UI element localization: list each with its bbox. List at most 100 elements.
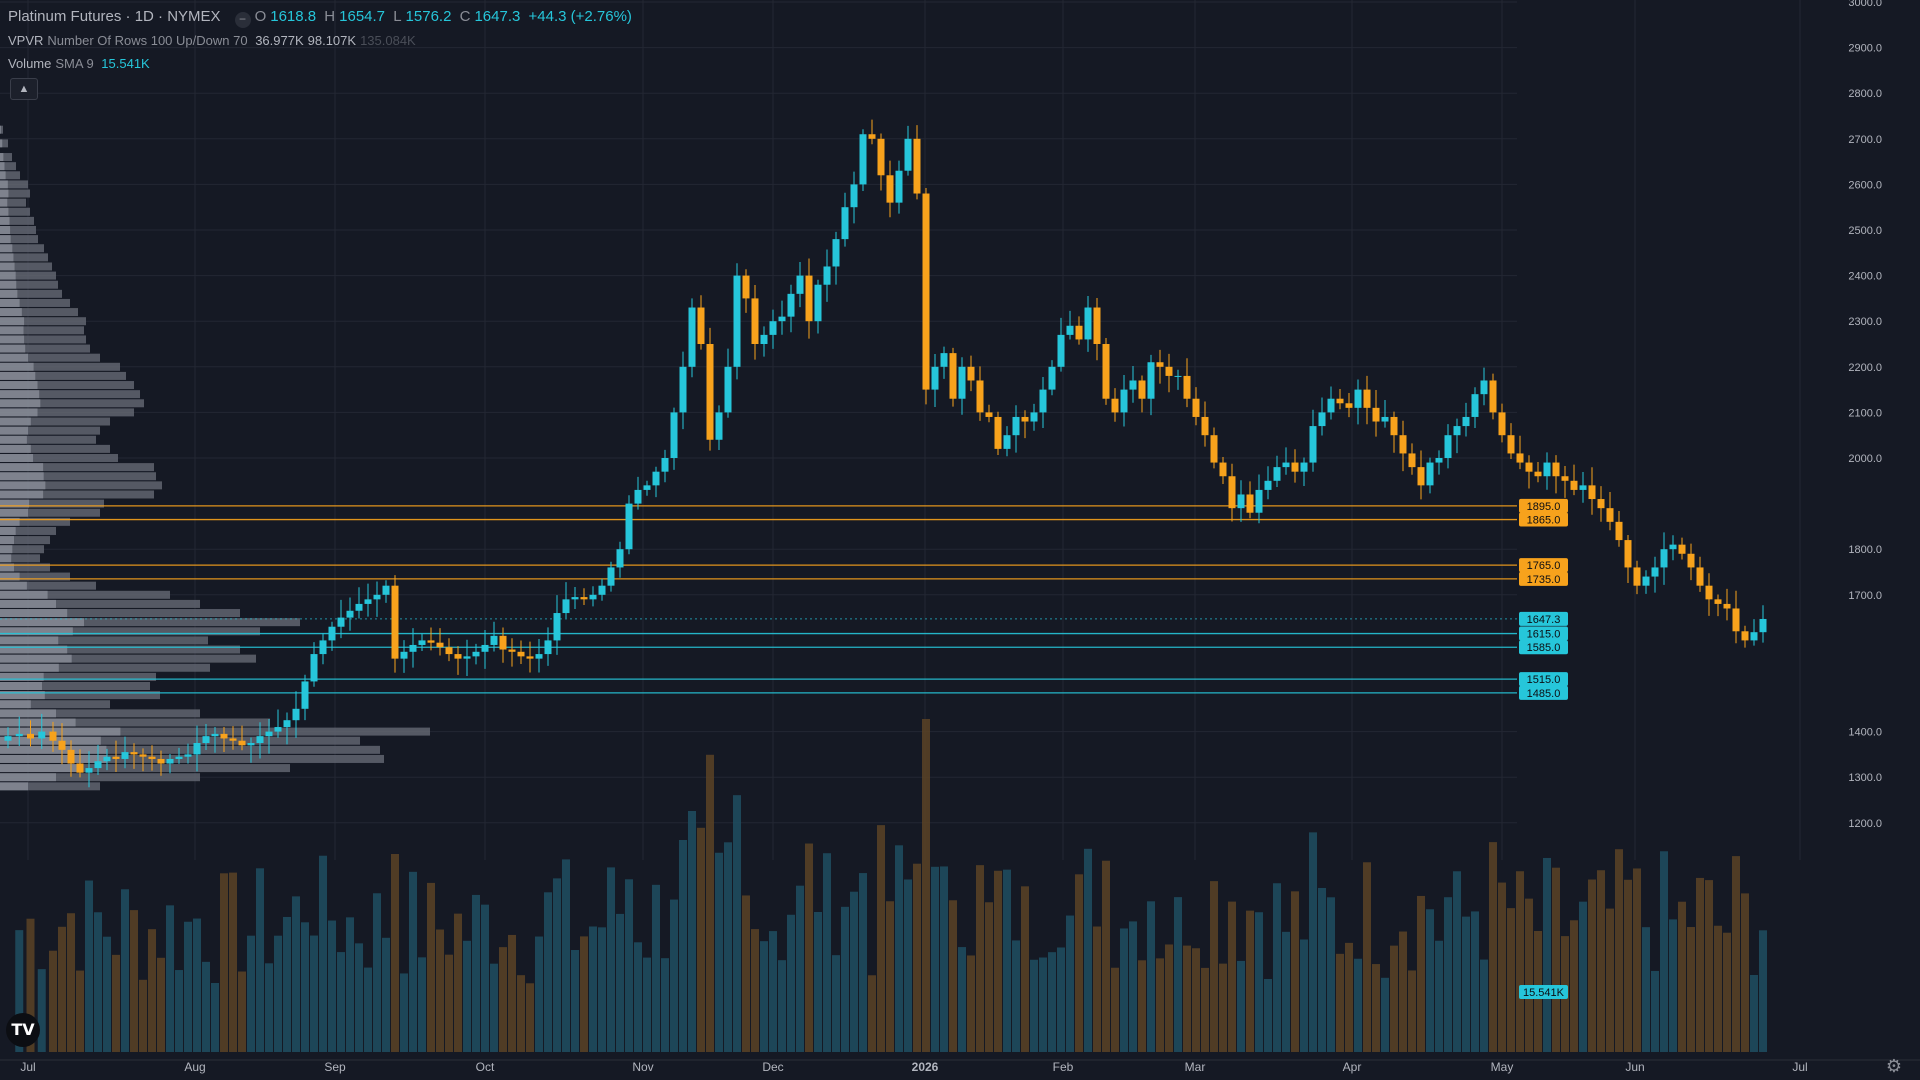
price-tick-label: 2900.0 <box>1848 43 1882 55</box>
vpvr-row <box>0 244 44 253</box>
vpvr-row <box>0 289 62 298</box>
volume-profile <box>0 125 430 791</box>
candle-body <box>742 275 750 299</box>
candle-body <box>1453 426 1461 436</box>
candle-body <box>1246 494 1254 513</box>
horizontal-levels[interactable]: 1895.0 1865.0 1765.0 1735.0 1647.3 1615.01585… <box>0 498 1568 999</box>
candle-body <box>1750 632 1758 641</box>
low-label: L <box>393 8 402 25</box>
volume-bar <box>1660 851 1668 1052</box>
vpvr-row-up <box>0 171 6 180</box>
vpvr-row <box>0 308 78 317</box>
volume-bar <box>1570 920 1578 1052</box>
candle-body <box>382 585 390 595</box>
volume-bar <box>517 975 525 1052</box>
candle-body <box>67 749 75 764</box>
vpvr-row <box>0 572 70 581</box>
vpvr-row <box>0 472 156 481</box>
candle-body <box>760 334 768 344</box>
level-label-bg <box>1519 626 1568 641</box>
vpvr-row-up <box>0 536 14 545</box>
candle-body <box>274 727 282 732</box>
volume-bar <box>1696 877 1704 1052</box>
volume-legend[interactable]: Volume SMA 9 15.541K <box>8 56 154 71</box>
time-axis[interactable]: Jul Aug Sep Oct Nov Dec 2026 Feb Mar Apr May Jun Jul <box>0 1059 1920 1074</box>
volume-bar <box>580 936 588 1052</box>
volume-bar <box>15 930 24 1052</box>
volume-bar <box>778 960 786 1052</box>
candle-body <box>130 752 138 755</box>
vpvr-total-value: 135.084K <box>360 33 416 48</box>
open-label: O <box>254 8 267 25</box>
volume-bar <box>760 941 768 1052</box>
low-value: 1576.2 <box>405 8 452 25</box>
candle-body <box>1309 426 1317 463</box>
vpvr-legend[interactable]: VPVR Number Of Rows 100 Up/Down 70 36.977… <box>8 33 420 48</box>
candle-body <box>436 642 444 648</box>
candle-body <box>409 644 417 652</box>
candle-body <box>1273 467 1281 481</box>
level-label-bg <box>1519 672 1568 687</box>
price-axis[interactable]: 3000.0 2900.0 2800.0 2700.0 2600.0 2500.0 2400… <box>1848 0 1882 830</box>
candle-body <box>247 743 255 746</box>
volume-bar <box>1111 967 1119 1052</box>
price-tick-label: 2200.0 <box>1848 362 1882 374</box>
level-label-bg <box>1519 558 1568 573</box>
candle-body <box>391 585 399 659</box>
time-tick-label: May <box>1491 1060 1514 1074</box>
volume-bar <box>670 899 678 1052</box>
time-tick-label: Oct <box>476 1060 495 1074</box>
candle-body <box>364 599 372 604</box>
vpvr-row-up <box>0 645 68 654</box>
volume-bar <box>895 845 903 1052</box>
gear-icon[interactable]: ⚙ <box>1885 1056 1902 1076</box>
candle-body <box>283 720 291 728</box>
price-tick-label: 1700.0 <box>1848 590 1882 602</box>
volume-bar <box>985 902 993 1052</box>
volume-bar <box>1228 901 1236 1052</box>
volume-value: 15.541K <box>101 56 150 71</box>
volume-bar <box>823 853 831 1052</box>
volume-bar <box>1408 970 1416 1052</box>
vpvr-row <box>0 353 100 362</box>
volume-bar <box>940 866 948 1052</box>
volume-name[interactable]: Volume <box>8 56 52 71</box>
candle-body <box>1048 366 1056 390</box>
volume-bar <box>463 940 471 1052</box>
vpvr-row-up <box>0 207 9 216</box>
vpvr-row-up <box>0 344 26 353</box>
volume-bar <box>283 916 291 1052</box>
volume-bar <box>1723 932 1731 1052</box>
symbol-title[interactable]: Platinum Futures · 1D · NYMEX <box>8 8 221 25</box>
volume-bar <box>202 961 210 1052</box>
candle-body <box>103 756 111 762</box>
candle-body <box>553 613 561 641</box>
vpvr-row-up <box>0 490 44 499</box>
volume-bar <box>706 754 714 1052</box>
volume-bar <box>1327 897 1335 1052</box>
candle-body <box>1318 412 1326 427</box>
volume-bar <box>1669 919 1677 1052</box>
vpvr-row-up <box>0 663 59 672</box>
volume-bar <box>49 950 57 1052</box>
vpvr-name[interactable]: VPVR <box>8 33 44 48</box>
candle-body <box>679 366 687 413</box>
volume-bar <box>1102 860 1110 1052</box>
price-tick-label: 3000.0 <box>1848 0 1882 9</box>
volume-bar <box>499 947 507 1052</box>
chevron-up-icon[interactable]: ▲ <box>10 78 38 100</box>
vpvr-row <box>0 408 134 417</box>
candle-body <box>301 681 309 709</box>
minus-circle-icon[interactable]: − <box>234 12 251 28</box>
volume-bar <box>76 970 84 1052</box>
tradingview-logo[interactable]: TV <box>6 1013 40 1047</box>
volume-bar <box>94 912 102 1052</box>
candle-body <box>895 170 903 203</box>
level-label: 1485.0 <box>1527 688 1561 700</box>
candle-body <box>157 758 165 764</box>
vpvr-row <box>0 189 30 198</box>
volume-bar <box>1642 927 1650 1052</box>
volume-bar <box>1201 967 1209 1052</box>
